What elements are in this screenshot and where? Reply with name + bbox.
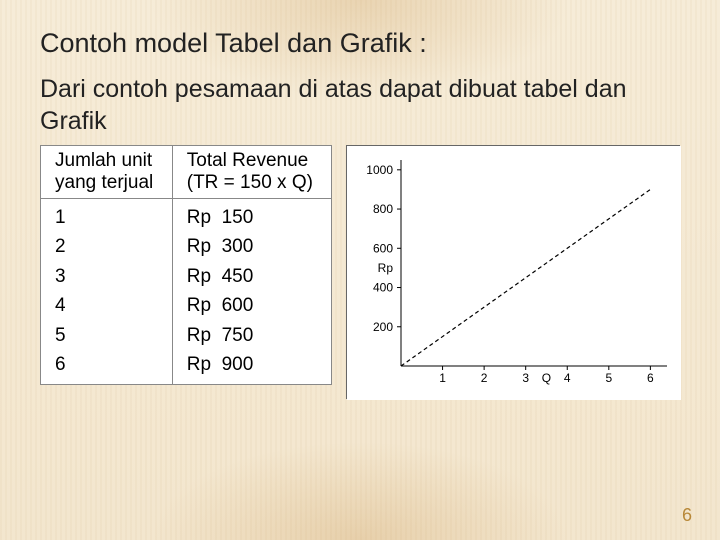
table-chart-row: Jumlah unit yang terjual Total Revenue (… xyxy=(40,145,680,399)
slide-content: Contoh model Tabel dan Grafik : Dari con… xyxy=(0,0,720,399)
units-cell: 123456 xyxy=(41,199,173,385)
svg-text:5: 5 xyxy=(605,371,612,385)
page-number: 6 xyxy=(682,505,692,526)
svg-text:800: 800 xyxy=(373,202,393,216)
col-header-revenue: Total Revenue (TR = 150 x Q) xyxy=(172,146,331,199)
svg-text:1000: 1000 xyxy=(366,163,393,177)
slide-subtitle: Dari contoh pesamaan di atas dapat dibua… xyxy=(40,73,680,137)
revenue-cell: Rp 150Rp 300Rp 450Rp 600Rp 750Rp 900 xyxy=(172,199,331,385)
table-row: 123456 Rp 150Rp 300Rp 450Rp 600Rp 750Rp … xyxy=(41,199,332,385)
revenue-table: Jumlah unit yang terjual Total Revenue (… xyxy=(40,145,332,385)
svg-text:Rp: Rp xyxy=(378,261,394,275)
svg-text:2: 2 xyxy=(481,371,488,385)
svg-text:400: 400 xyxy=(373,281,393,295)
svg-text:4: 4 xyxy=(564,371,571,385)
svg-text:200: 200 xyxy=(373,320,393,334)
svg-text:1: 1 xyxy=(439,371,446,385)
revenue-chart: 200 400 600 800 1000 Rp 1 2 3 4 5 6 Q xyxy=(346,145,680,399)
svg-text:6: 6 xyxy=(647,371,654,385)
table-header-row: Jumlah unit yang terjual Total Revenue (… xyxy=(41,146,332,199)
svg-text:3: 3 xyxy=(522,371,529,385)
col-header-units: Jumlah unit yang terjual xyxy=(41,146,173,199)
slide-title: Contoh model Tabel dan Grafik : xyxy=(40,28,680,59)
svg-text:Q: Q xyxy=(542,371,551,385)
svg-text:600: 600 xyxy=(373,241,393,255)
chart-svg: 200 400 600 800 1000 Rp 1 2 3 4 5 6 Q xyxy=(347,146,681,400)
